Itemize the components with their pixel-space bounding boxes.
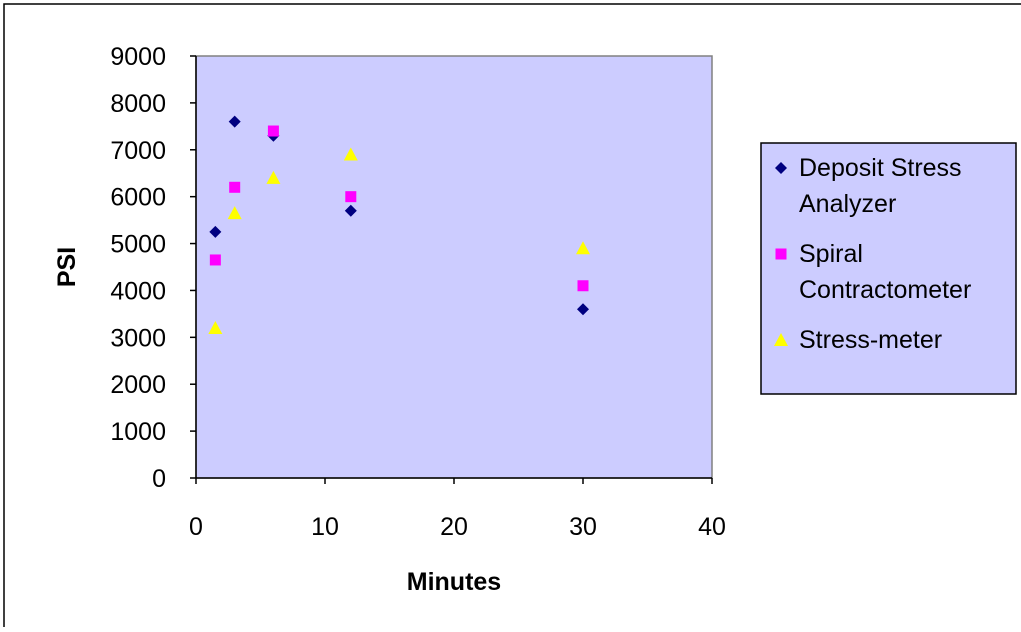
legend-label: Stress-meter: [799, 326, 942, 354]
plot-area: [195, 55, 713, 479]
diamond-point: [577, 303, 589, 316]
x-tick-label: 0: [189, 513, 203, 541]
y-tick-label: 5000: [110, 231, 166, 259]
y-tick-label: 2000: [110, 371, 166, 399]
x-axis: 0 10 20 30 40: [189, 477, 726, 541]
legend-label: Deposit Stress: [799, 154, 962, 182]
legend-square-marker: [775, 248, 787, 260]
x-tick-label: 20: [440, 513, 468, 541]
x-tick-label: 10: [311, 513, 339, 541]
diamond-point: [344, 204, 357, 217]
y-tick-label: 3000: [110, 324, 166, 352]
triangle-point: [266, 170, 281, 184]
y-tick-label: 1000: [110, 418, 166, 446]
y-tick-label: 9000: [110, 43, 166, 71]
y-tick-label: 8000: [110, 90, 166, 118]
triangle-point: [227, 206, 242, 220]
y-tick-label: 7000: [110, 137, 166, 165]
legend-diamond-marker: [775, 162, 787, 174]
legend: Deposit Stress Analyzer Spiral Contractomet…: [760, 142, 1017, 395]
legend-label: Spiral: [799, 240, 863, 268]
x-axis-title: Minutes: [407, 568, 501, 596]
legend-label: Contractometer: [799, 276, 971, 304]
square-point: [345, 191, 357, 203]
y-tick-label: 4000: [110, 277, 166, 305]
square-point: [209, 254, 221, 266]
data-points: [208, 115, 590, 334]
square-point: [267, 125, 279, 137]
triangle-point: [343, 147, 358, 161]
square-point: [577, 280, 589, 292]
square-point: [229, 181, 241, 193]
legend-label: Analyzer: [799, 190, 896, 218]
legend-box: [760, 142, 1017, 395]
triangle-point: [576, 241, 590, 255]
diamond-point: [209, 225, 222, 238]
triangle-point: [208, 320, 223, 334]
legend-triangle-marker: [774, 333, 788, 346]
y-tick-label: 6000: [110, 184, 166, 212]
y-axis-title: PSI: [53, 247, 81, 287]
y-tick-label: 0: [152, 465, 166, 493]
x-tick-label: 30: [569, 513, 597, 541]
x-tick-label: 40: [698, 513, 726, 541]
diamond-point: [228, 115, 241, 128]
y-axis: 0 1000 2000 3000 4000 5000 6000 7000 8000 9000: [110, 43, 197, 493]
